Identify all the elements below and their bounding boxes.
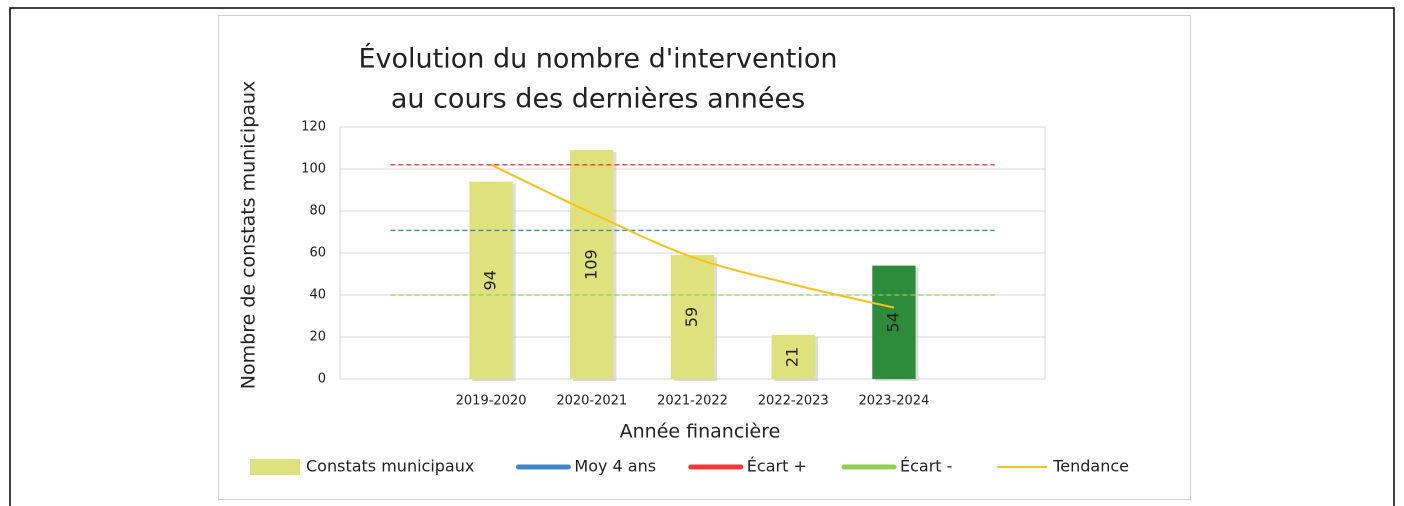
y-tick-label: 100 — [301, 162, 326, 177]
y-tick-label: 20 — [309, 330, 326, 345]
legend-label: Constats municipaux — [306, 457, 474, 476]
y-tick-label: 40 — [309, 288, 326, 303]
y-tick-label: 80 — [309, 204, 326, 219]
legend-item: Écart - — [841, 457, 952, 476]
legend-label: Écart + — [747, 457, 807, 476]
bar — [771, 334, 815, 379]
data-label: 94 — [481, 270, 500, 290]
x-tick-label: 2021-2022 — [657, 394, 728, 409]
y-tick-label: 120 — [301, 120, 326, 135]
legend-item: Moy 4 ans — [515, 457, 656, 476]
series-line — [490, 163, 895, 309]
x-axis-title: Année financière — [620, 421, 781, 443]
chart-title: Évolution du nombre d'intervention — [359, 43, 838, 75]
data-label: 59 — [682, 307, 701, 327]
legend-label: Tendance — [1052, 457, 1129, 476]
data-label: 54 — [883, 312, 902, 332]
legend-swatch — [250, 459, 300, 475]
data-label: 109 — [581, 249, 600, 280]
legend-item: Tendance — [997, 457, 1129, 476]
x-tick-label: 2023-2024 — [858, 394, 929, 409]
bar — [570, 150, 614, 379]
x-tick-label: 2022-2023 — [758, 394, 829, 409]
bar — [670, 255, 715, 379]
legend-label: Moy 4 ans — [574, 457, 656, 476]
chart-title: au cours des dernières années — [391, 84, 805, 115]
bar — [469, 181, 513, 379]
x-tick-label: 2020-2021 — [556, 394, 627, 409]
x-tick-label: 2019-2020 — [456, 394, 527, 409]
legend-item: Écart + — [688, 457, 807, 476]
outer-frame — [9, 7, 1395, 506]
data-label: 21 — [783, 347, 802, 367]
y-tick-label: 0 — [318, 372, 326, 387]
legend-item: Constats municipaux — [250, 457, 474, 476]
y-tick-label: 60 — [309, 246, 326, 261]
legend-label: Écart - — [900, 457, 952, 476]
bar — [872, 265, 916, 379]
y-axis-title: Nombre de constats municipaux — [238, 81, 260, 389]
